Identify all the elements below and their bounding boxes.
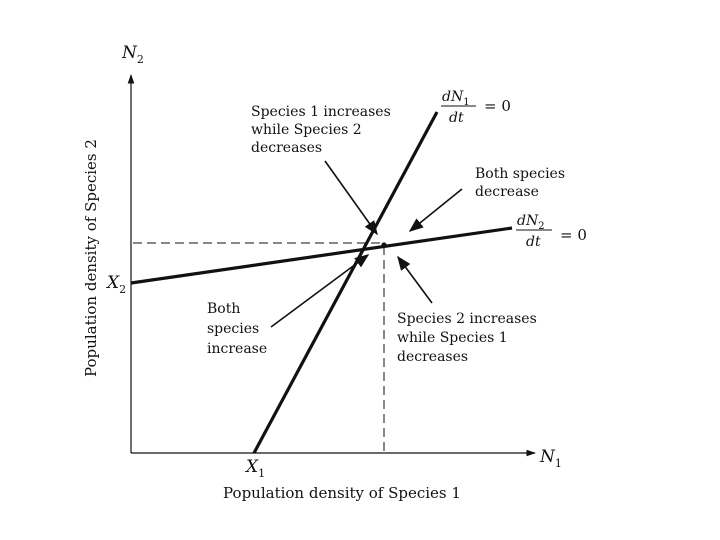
x-axis-variable: N1 (539, 447, 562, 470)
region-label-species2-increases: Species 2 increases while Species 1 decr… (397, 311, 541, 365)
arrow-both-increase (270, 254, 370, 328)
x-axis-title: Population density of Species 1 (223, 484, 461, 502)
arrow-species2-increases (397, 255, 433, 304)
isocline-2-equation: dN2 dt = 0 (516, 213, 587, 250)
svg-text:= 0: = 0 (484, 97, 511, 115)
x2-intercept-label: X2 (105, 273, 126, 296)
region-label-both-increase: Both species increase (207, 301, 267, 357)
svg-text:dt: dt (449, 110, 464, 126)
arrow-both-decrease (408, 188, 463, 232)
region-label-both-decrease: Both species decrease (475, 166, 569, 200)
svg-text:dN2: dN2 (517, 213, 545, 232)
svg-text:dt: dt (526, 234, 541, 250)
isocline-1-equation: dN1 dt = 0 (441, 89, 511, 126)
svg-text:= 0: = 0 (560, 226, 587, 244)
y-axis-variable: N2 (121, 43, 144, 66)
equilibrium-point (381, 242, 387, 248)
y-axis-title: Population density of Species 2 (82, 139, 100, 377)
svg-text:dN1: dN1 (442, 89, 470, 108)
isocline-species-2 (130, 226, 513, 285)
arrow-species1-increases (324, 160, 378, 236)
region-label-species1-increases: Species 1 increases while Species 2 decr… (251, 104, 395, 156)
x1-intercept-label: X1 (244, 457, 265, 480)
isocline-species-1 (252, 111, 439, 454)
